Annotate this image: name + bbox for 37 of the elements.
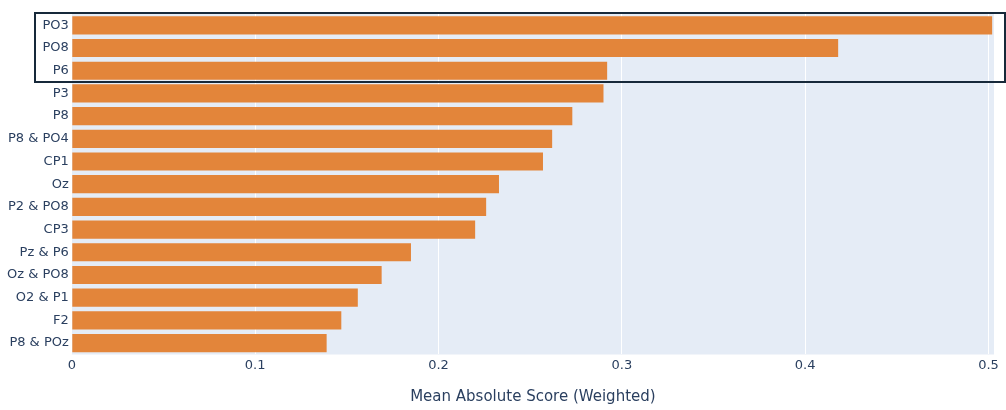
- bar: [72, 311, 342, 330]
- y-tick-label: F2: [53, 311, 69, 327]
- bar: [72, 129, 553, 148]
- x-tick-label: 0.4: [794, 356, 816, 372]
- y-tick-label: P3: [52, 84, 69, 100]
- y-tick-label: P8: [52, 107, 69, 123]
- y-tick-label: O2 & P1: [15, 289, 69, 305]
- x-tick-label: 0.5: [978, 356, 999, 372]
- bar: [72, 152, 543, 171]
- y-tick-label: P2 & PO8: [7, 198, 69, 214]
- y-tick-label: CP3: [43, 220, 69, 236]
- bar: [72, 84, 604, 103]
- y-tick-label: P8 & POz: [9, 334, 69, 350]
- y-tick-label: P8 & PO4: [7, 130, 69, 146]
- y-tick-label: CP1: [43, 152, 69, 168]
- bar: [72, 265, 382, 285]
- bar: [72, 61, 608, 80]
- x-tick-label: 0.1: [244, 356, 266, 372]
- x-tick-label: 0.3: [611, 356, 633, 372]
- bar: [72, 220, 476, 239]
- y-tick-label: Oz & PO8: [6, 266, 69, 282]
- bar: [72, 197, 487, 216]
- bar: [72, 288, 358, 307]
- bar: [72, 333, 327, 353]
- bar: [72, 16, 993, 35]
- y-tick-label: Pz & P6: [19, 243, 69, 259]
- y-tick-label: PO8: [42, 39, 69, 55]
- bar: [72, 243, 411, 262]
- x-axis-title: Mean Absolute Score (Weighted): [410, 386, 656, 405]
- bar: [72, 107, 573, 126]
- bar: [72, 38, 839, 58]
- x-tick-label: 0.2: [428, 356, 449, 372]
- y-tick-label: P6: [52, 62, 69, 78]
- bar: [72, 175, 499, 194]
- y-tick-label: PO3: [42, 16, 69, 32]
- y-tick-label: Oz: [51, 175, 69, 191]
- x-tick-label: 0: [67, 356, 76, 372]
